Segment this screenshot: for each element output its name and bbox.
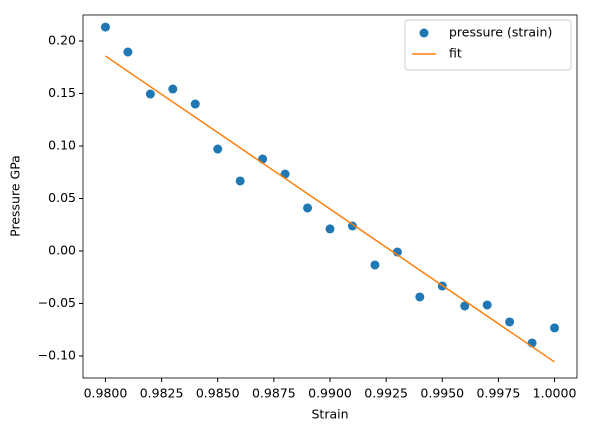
scatter-point: [505, 317, 515, 327]
fit-line: [105, 55, 555, 363]
y-axis-label: Pressure GPa: [8, 155, 23, 237]
scatter-point: [123, 47, 133, 57]
plot-frame: [82, 14, 578, 379]
legend-marker: [419, 28, 429, 38]
y-tick-label: 0.05: [48, 190, 76, 205]
scatter-point: [550, 323, 560, 333]
scatter-point: [482, 300, 492, 310]
scatter-point: [347, 221, 357, 231]
x-axis-label: Strain: [311, 407, 348, 422]
scatter-point: [415, 292, 425, 302]
x-tick-label: 0.9875: [252, 386, 296, 401]
scatter-point: [235, 176, 245, 186]
y-tick-label: −0.10: [38, 347, 76, 362]
scatter-point: [370, 260, 380, 270]
scatter-point: [280, 169, 290, 179]
scatter-point: [190, 99, 200, 109]
x-tick-label: 0.9800: [84, 386, 128, 401]
scatter-point: [258, 154, 268, 164]
y-tick-label: 0.15: [48, 85, 76, 100]
y-tick-label: 0.20: [48, 33, 76, 48]
legend-label: fit: [449, 46, 462, 61]
scatter-point: [392, 247, 402, 257]
x-tick-label: 0.9950: [420, 386, 464, 401]
legend-box: [404, 19, 572, 71]
scatter-point: [325, 224, 335, 234]
scatter-point: [303, 203, 313, 213]
x-tick-label: 0.9975: [477, 386, 521, 401]
scatter-point: [145, 89, 155, 99]
legend-label: pressure (strain): [449, 25, 552, 40]
scatter-point: [100, 22, 110, 32]
scatter-point: [213, 144, 223, 154]
x-tick-label: 0.9825: [140, 386, 184, 401]
scatter-point: [168, 84, 178, 94]
y-tick-label: 0.10: [48, 138, 76, 153]
scatter-point: [460, 301, 470, 311]
y-tick-label: −0.05: [38, 295, 76, 310]
x-tick-label: 1.0000: [533, 386, 577, 401]
x-tick-label: 0.9850: [196, 386, 240, 401]
x-tick-label: 0.9925: [364, 386, 408, 401]
y-tick-label: 0.00: [48, 242, 76, 257]
x-tick-label: 0.9900: [308, 386, 352, 401]
